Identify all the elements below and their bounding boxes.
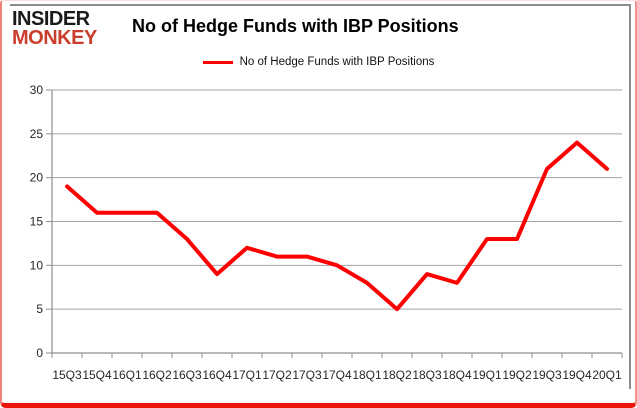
x-axis-label: 20Q1 xyxy=(592,368,622,382)
x-axis-label: 17Q1 xyxy=(232,368,262,382)
x-axis-label: 16Q4 xyxy=(202,368,232,382)
page-title: No of Hedge Funds with IBP Positions xyxy=(132,16,459,36)
legend-line-swatch xyxy=(202,60,233,64)
y-axis-label: 15 xyxy=(30,215,44,229)
y-axis-label: 5 xyxy=(36,302,43,316)
x-axis-label: 19Q4 xyxy=(562,368,592,382)
x-axis-label: 18Q4 xyxy=(442,368,472,382)
series-line xyxy=(65,140,609,312)
x-axis-label: 18Q2 xyxy=(382,368,412,382)
x-axis-label: 19Q3 xyxy=(532,368,562,382)
x-axis-label: 17Q4 xyxy=(322,368,352,382)
logo-line-monkey: MONKEY xyxy=(12,27,97,49)
x-axis-label: 16Q2 xyxy=(142,368,172,382)
x-axis-label: 15Q4 xyxy=(82,368,112,382)
y-axis-label: 20 xyxy=(30,171,44,185)
x-axis-label: 17Q3 xyxy=(292,368,322,382)
logo-line-insider: INSIDER xyxy=(12,8,90,30)
insider-monkey-logo: INSIDER MONKEY xyxy=(12,8,97,49)
x-axis-label: 15Q3 xyxy=(52,368,82,382)
x-axis-label: 18Q3 xyxy=(412,368,442,382)
x-axis-label: 16Q3 xyxy=(172,368,202,382)
x-axis-label: 17Q2 xyxy=(262,368,292,382)
y-axis-label: 25 xyxy=(30,127,44,141)
legend-label: No of Hedge Funds with IBP Positions xyxy=(239,56,435,68)
chart-legend: No of Hedge Funds with IBP Positions xyxy=(2,56,635,68)
x-axis-label: 18Q1 xyxy=(352,368,382,382)
y-axis-label: 0 xyxy=(36,346,43,360)
x-axis-label: 16Q1 xyxy=(112,368,142,382)
x-axis-label: 19Q1 xyxy=(472,368,502,382)
x-axis-label: 19Q2 xyxy=(502,368,532,382)
y-axis-label: 10 xyxy=(30,258,44,272)
y-axis-label: 30 xyxy=(30,83,44,97)
